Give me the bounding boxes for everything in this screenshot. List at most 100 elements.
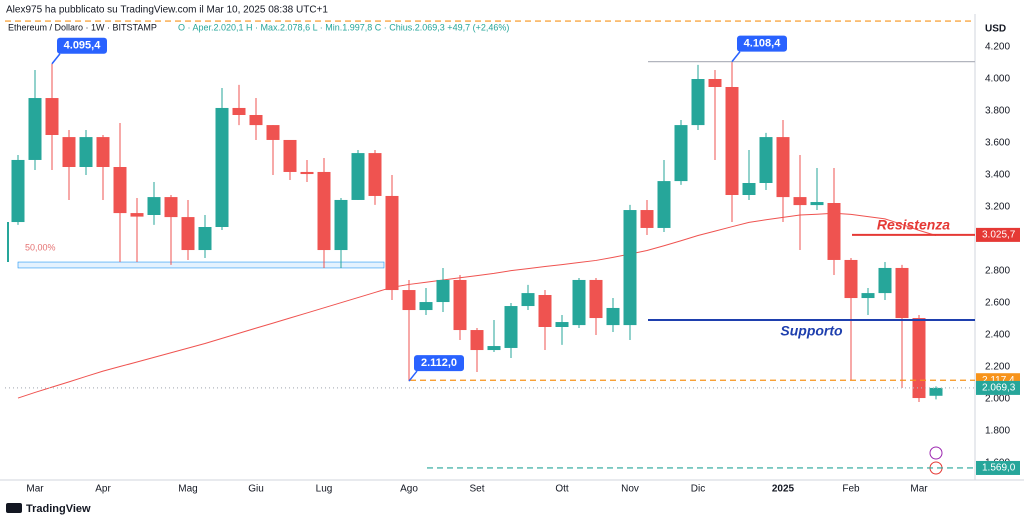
y-tick-label: 3.400: [985, 170, 1010, 181]
candle-body: [776, 137, 790, 198]
y-tick-label: 4.000: [985, 74, 1010, 85]
price-label-bg: [976, 380, 1020, 395]
candle-body: [419, 302, 433, 311]
candle-body: [555, 322, 569, 327]
callout-box: [414, 355, 464, 372]
candle-body: [827, 203, 841, 260]
candle-body: [181, 217, 195, 251]
x-tick-label: Ott: [555, 484, 569, 495]
candle-body: [96, 137, 110, 167]
price-label: 2.117,4: [982, 375, 1015, 386]
candle-body: [368, 153, 382, 196]
y-tick-label: 3.600: [985, 138, 1010, 149]
price-label: 2.069,3: [982, 383, 1016, 394]
x-tick-label: Feb: [842, 484, 860, 495]
candle-body: [861, 293, 875, 299]
candle-body: [521, 293, 535, 307]
callout-label: 2.112,0: [421, 357, 457, 369]
candle-body: [657, 181, 671, 228]
candle-body: [113, 167, 127, 214]
x-tick-label: Mag: [178, 484, 197, 495]
callout-pointer: [408, 370, 418, 382]
callout-label: 4.108,4: [744, 38, 782, 50]
x-tick-label: 2025: [772, 484, 795, 495]
candle-body: [623, 210, 637, 326]
x-tick-label: Ago: [400, 484, 418, 495]
candle-body: [895, 267, 909, 319]
candle-body: [147, 197, 161, 215]
callout-pointer: [51, 53, 61, 65]
candle-body: [691, 79, 705, 126]
x-tick-label: Nov: [621, 484, 639, 495]
candle-body: [759, 137, 773, 183]
candle-body: [606, 307, 620, 326]
candle-body: [453, 279, 467, 331]
price-label: 3.025,7: [982, 230, 1016, 241]
publisher-note: Alex975 ha pubblicato su TradingView.com…: [6, 5, 328, 16]
callout-label: 4.095,4: [64, 40, 102, 52]
candle-body: [725, 87, 739, 195]
candle-body: [674, 125, 688, 182]
x-tick-label: Giu: [248, 484, 264, 495]
callout-pointer: [731, 51, 741, 63]
candle-body: [300, 171, 314, 175]
x-tick-label: Set: [469, 484, 484, 495]
price-line-text: Resistenza: [877, 217, 950, 233]
candle-body: [929, 387, 943, 396]
y-tick-label: 2.200: [985, 362, 1010, 373]
y-tick-label: 2.000: [985, 394, 1010, 405]
x-tick-label: Mar: [26, 484, 44, 495]
candle-body: [504, 306, 518, 348]
candle-body: [487, 346, 501, 351]
logo: [6, 503, 22, 513]
candle-body: [844, 259, 858, 299]
candle-body: [470, 330, 484, 351]
candle-body: [28, 98, 42, 160]
candle-body: [45, 98, 59, 135]
candle-body: [11, 159, 25, 223]
candle-body: [79, 137, 93, 167]
candle-body: [351, 153, 365, 200]
candle-body: [62, 137, 76, 167]
y-tick-label: 1.800: [985, 426, 1010, 437]
fib-zone: [17, 261, 385, 269]
y-tick-label: 3.800: [985, 106, 1010, 117]
x-tick-label: Dic: [691, 484, 705, 495]
candle-body: [249, 115, 263, 126]
candle-body: [130, 213, 144, 217]
candle-body: [283, 139, 297, 172]
candle-body: [810, 202, 824, 206]
callout-box: [737, 35, 787, 52]
price-line-text: Supporto: [780, 323, 843, 339]
y-tick-label: 2.800: [985, 266, 1010, 277]
price-label: 1.569,0: [982, 463, 1016, 474]
symbol-info: Ethereum / Dollaro · 1W · BITSTAMP: [8, 22, 157, 32]
candle-body: [232, 107, 246, 115]
x-tick-label: Lug: [316, 484, 333, 495]
candle-body: [912, 318, 926, 399]
candle-body: [436, 279, 450, 303]
y-tick-label: 3.200: [985, 202, 1010, 213]
candle-body: [538, 295, 552, 327]
candle-body: [742, 183, 756, 195]
candle-body: [317, 171, 331, 251]
footer-brand: TradingView: [26, 503, 91, 515]
candle-body: [266, 125, 280, 140]
candle-body: [164, 197, 178, 218]
callout-box: [57, 37, 107, 54]
y-tick-label: 2.600: [985, 298, 1010, 309]
candle-body: [402, 290, 416, 311]
candle-body: [385, 195, 399, 291]
currency: USD: [985, 24, 1006, 35]
candle-body: [708, 79, 722, 87]
candle-body: [215, 107, 229, 227]
candle-body: [589, 279, 603, 319]
y-tick-label: 2.400: [985, 330, 1010, 341]
candle-body: [198, 227, 212, 251]
candle-body: [793, 197, 807, 206]
candle-body: [640, 210, 654, 228]
ohlc-info: O · Aper.2.020,1 H · Max.2.078,6 L · Min…: [178, 22, 509, 32]
x-tick-label: Mar: [910, 484, 928, 495]
candle-body: [572, 279, 586, 326]
